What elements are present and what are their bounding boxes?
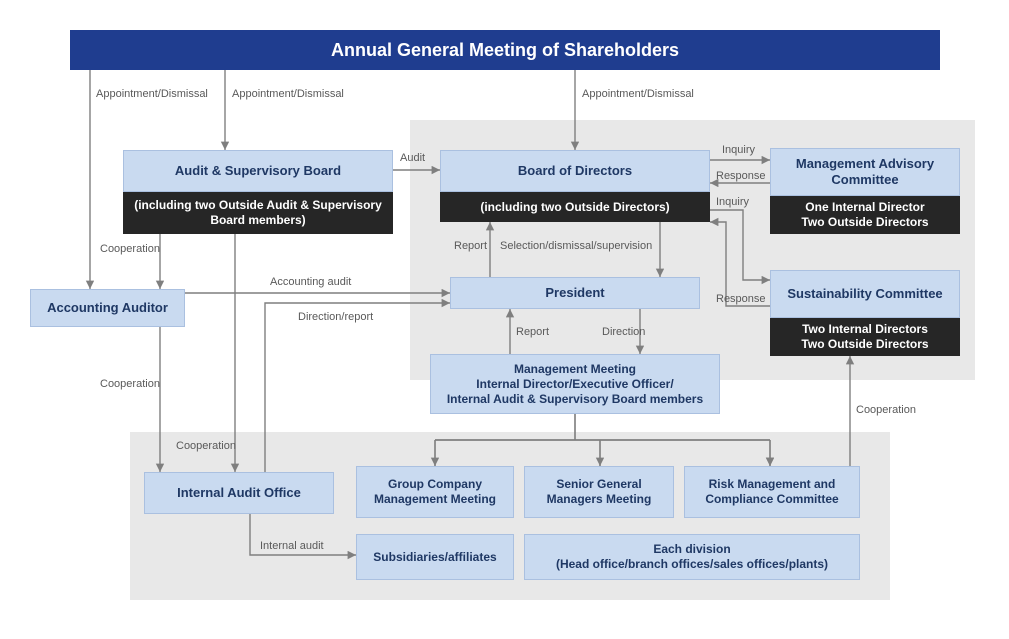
label-inquiry-2: Inquiry <box>716 196 749 208</box>
senior-general-managers-meeting: Senior General Managers Meeting <box>524 466 674 518</box>
label-direction-report: Direction/report <box>298 311 373 323</box>
label-response-1: Response <box>716 170 766 182</box>
group-company-management-meeting: Group Company Management Meeting <box>356 466 514 518</box>
audit-supervisory-board: Audit & Supervisory Board <box>123 150 393 192</box>
label-accounting-audit: Accounting audit <box>270 276 351 288</box>
board-of-directors: Board of Directors <box>440 150 710 192</box>
label-cooperation-1: Cooperation <box>100 243 160 255</box>
label-appointment-2: Appointment/Dismissal <box>232 88 344 100</box>
internal-audit-office: Internal Audit Office <box>144 472 334 514</box>
label-cooperation-2: Cooperation <box>100 378 160 390</box>
label-cooperation-4: Cooperation <box>856 404 916 416</box>
label-internal-audit: Internal audit <box>260 540 324 552</box>
sustainability-committee: Sustainability Committee <box>770 270 960 318</box>
subsidiaries-affiliates: Subsidiaries/affiliates <box>356 534 514 580</box>
audit-supervisory-board-sub: (including two Outside Audit & Superviso… <box>123 192 393 234</box>
management-meeting: Management Meeting Internal Director/Exe… <box>430 354 720 414</box>
sustainability-committee-sub: Two Internal Directors Two Outside Direc… <box>770 318 960 356</box>
agm-header: Annual General Meeting of Shareholders <box>70 30 940 70</box>
label-selection: Selection/dismissal/supervision <box>500 240 652 252</box>
board-of-directors-sub: (including two Outside Directors) <box>440 192 710 222</box>
accounting-auditor: Accounting Auditor <box>30 289 185 327</box>
label-report-2: Report <box>516 326 549 338</box>
label-inquiry-1: Inquiry <box>722 144 755 156</box>
label-appointment-3: Appointment/Dismissal <box>582 88 694 100</box>
management-advisory-committee: Management Advisory Committee <box>770 148 960 196</box>
label-response-2: Response <box>716 293 766 305</box>
label-appointment-1: Appointment/Dismissal <box>96 88 208 100</box>
label-cooperation-3: Cooperation <box>176 440 236 452</box>
each-division: Each division (Head office/branch office… <box>524 534 860 580</box>
management-advisory-committee-sub: One Internal Director Two Outside Direct… <box>770 196 960 234</box>
label-audit: Audit <box>400 152 425 164</box>
label-report-1: Report <box>454 240 487 252</box>
president: President <box>450 277 700 309</box>
risk-management-compliance-committee: Risk Management and Compliance Committee <box>684 466 860 518</box>
label-direction: Direction <box>602 326 645 338</box>
